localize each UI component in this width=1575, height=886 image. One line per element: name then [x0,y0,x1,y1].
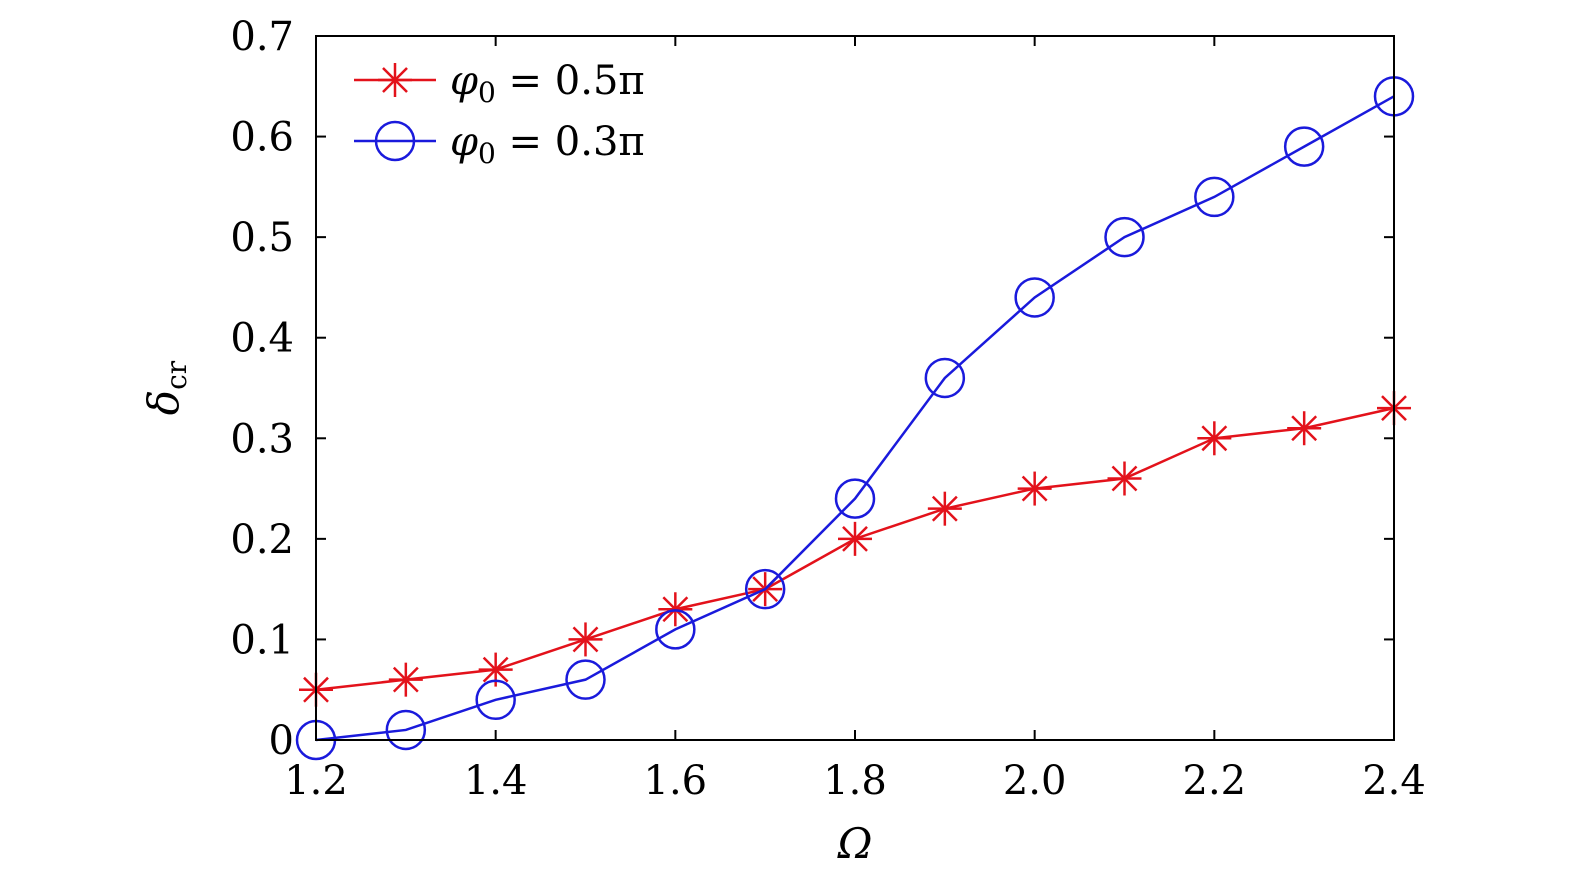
x-tick-label: 1.4 [464,758,528,804]
legend: φ0 = 0.5π φ0 = 0.3π [354,58,645,170]
legend-marker-shape-1-shape [374,120,416,162]
y-tick-label: 0.5 [230,215,294,261]
x-tick-label: 1.8 [823,758,887,804]
legend-entry-0: φ0 = 0.5π [354,58,645,109]
x-tick-label: 2.4 [1362,758,1426,804]
series-1 [295,76,1415,761]
y-axis-title-main: δ [139,390,188,415]
legend-label-1-main: φ [450,119,478,165]
data-point-1-shape [1194,176,1235,218]
data-point-0-stroke [392,666,419,693]
y-tick-label: 0.1 [230,617,294,663]
legend-label-0-main: φ [450,58,478,104]
series-layer [295,76,1415,761]
ticks-layer: 1.2 1.4 1.6 1.8 2.0 2.2 2.4 0 0.1 0.2 0.3 0.4 0.5 0.6… [230,14,1425,804]
y-tick-label: 0.2 [230,517,294,563]
data-point-0-stroke [842,525,868,552]
legend-label-0-rest: = 0.5π [496,58,645,104]
x-axis-title: Ω [837,819,873,868]
series-line-1 [315,95,1395,742]
data-point-1-shape [1014,277,1055,318]
legend-marker-shape-0-stroke [382,67,408,93]
data-point-1-shape [834,478,876,519]
legend-marker-shape-0 [378,63,412,97]
legend-label-1-rest: = 0.3π [496,119,645,165]
x-tick-label: 2.2 [1183,758,1247,804]
y-tick-label: 0.4 [230,316,294,362]
data-point-0 [388,662,423,697]
data-point-0 [568,622,603,657]
data-point-0-stroke [1021,475,1048,502]
data-point-0 [927,491,962,526]
x-tick-label: 1.2 [284,758,348,804]
data-point-0-stroke [1201,425,1228,452]
data-point-1 [385,709,427,751]
legend-marker-shape-1 [374,120,416,162]
data-point-1-shape [565,659,606,700]
legend-entry-1: φ0 = 0.3π [354,119,645,170]
legend-label-1: φ0 = 0.3π [450,119,645,170]
y-axis-title-sub: cr [160,360,193,390]
data-point-1-shape [475,679,516,721]
data-point-0-stroke [1291,415,1318,442]
data-point-1 [834,478,876,519]
series-0 [299,391,1411,707]
data-point-1-shape [1104,216,1145,258]
data-point-1-shape [1283,126,1325,167]
data-point-0-stroke [1111,465,1138,492]
legend-label-0-sub: 0 [478,76,496,109]
data-point-1 [1014,277,1055,318]
data-point-0 [838,521,872,556]
data-point-0-stroke [931,495,958,522]
y-tick-label: 0.6 [230,115,294,161]
y-tick-label: 0.3 [230,416,294,462]
y-axis-title: δcr [139,360,193,415]
data-point-0 [1017,471,1052,506]
data-point-0 [1287,411,1322,446]
data-point-1-shape [924,357,966,399]
data-point-0 [1197,421,1232,456]
y-tick-label: 0 [269,718,294,764]
legend-marker-0 [378,63,412,97]
data-point-1-shape [655,609,696,650]
y-tick-label: 0.7 [230,14,294,60]
data-point-1-shape [385,709,427,751]
data-point-1 [1194,176,1235,218]
x-tick-label: 2.0 [1003,758,1067,804]
data-point-0-stroke [482,656,509,683]
x-tick-label: 1.6 [644,758,708,804]
legend-label-1-sub: 0 [478,137,496,170]
data-point-1 [1283,126,1325,167]
data-point-1 [744,568,786,610]
data-point-1 [924,357,966,399]
data-point-1 [565,659,606,700]
legend-label-0: φ0 = 0.5π [450,58,645,109]
data-point-0 [1107,461,1142,496]
data-point-1 [655,609,696,650]
data-point-1 [1104,216,1145,258]
data-point-1 [475,679,516,721]
legend-marker-1 [374,120,416,162]
data-point-0-stroke [572,626,599,653]
data-point-1-shape [744,568,786,610]
